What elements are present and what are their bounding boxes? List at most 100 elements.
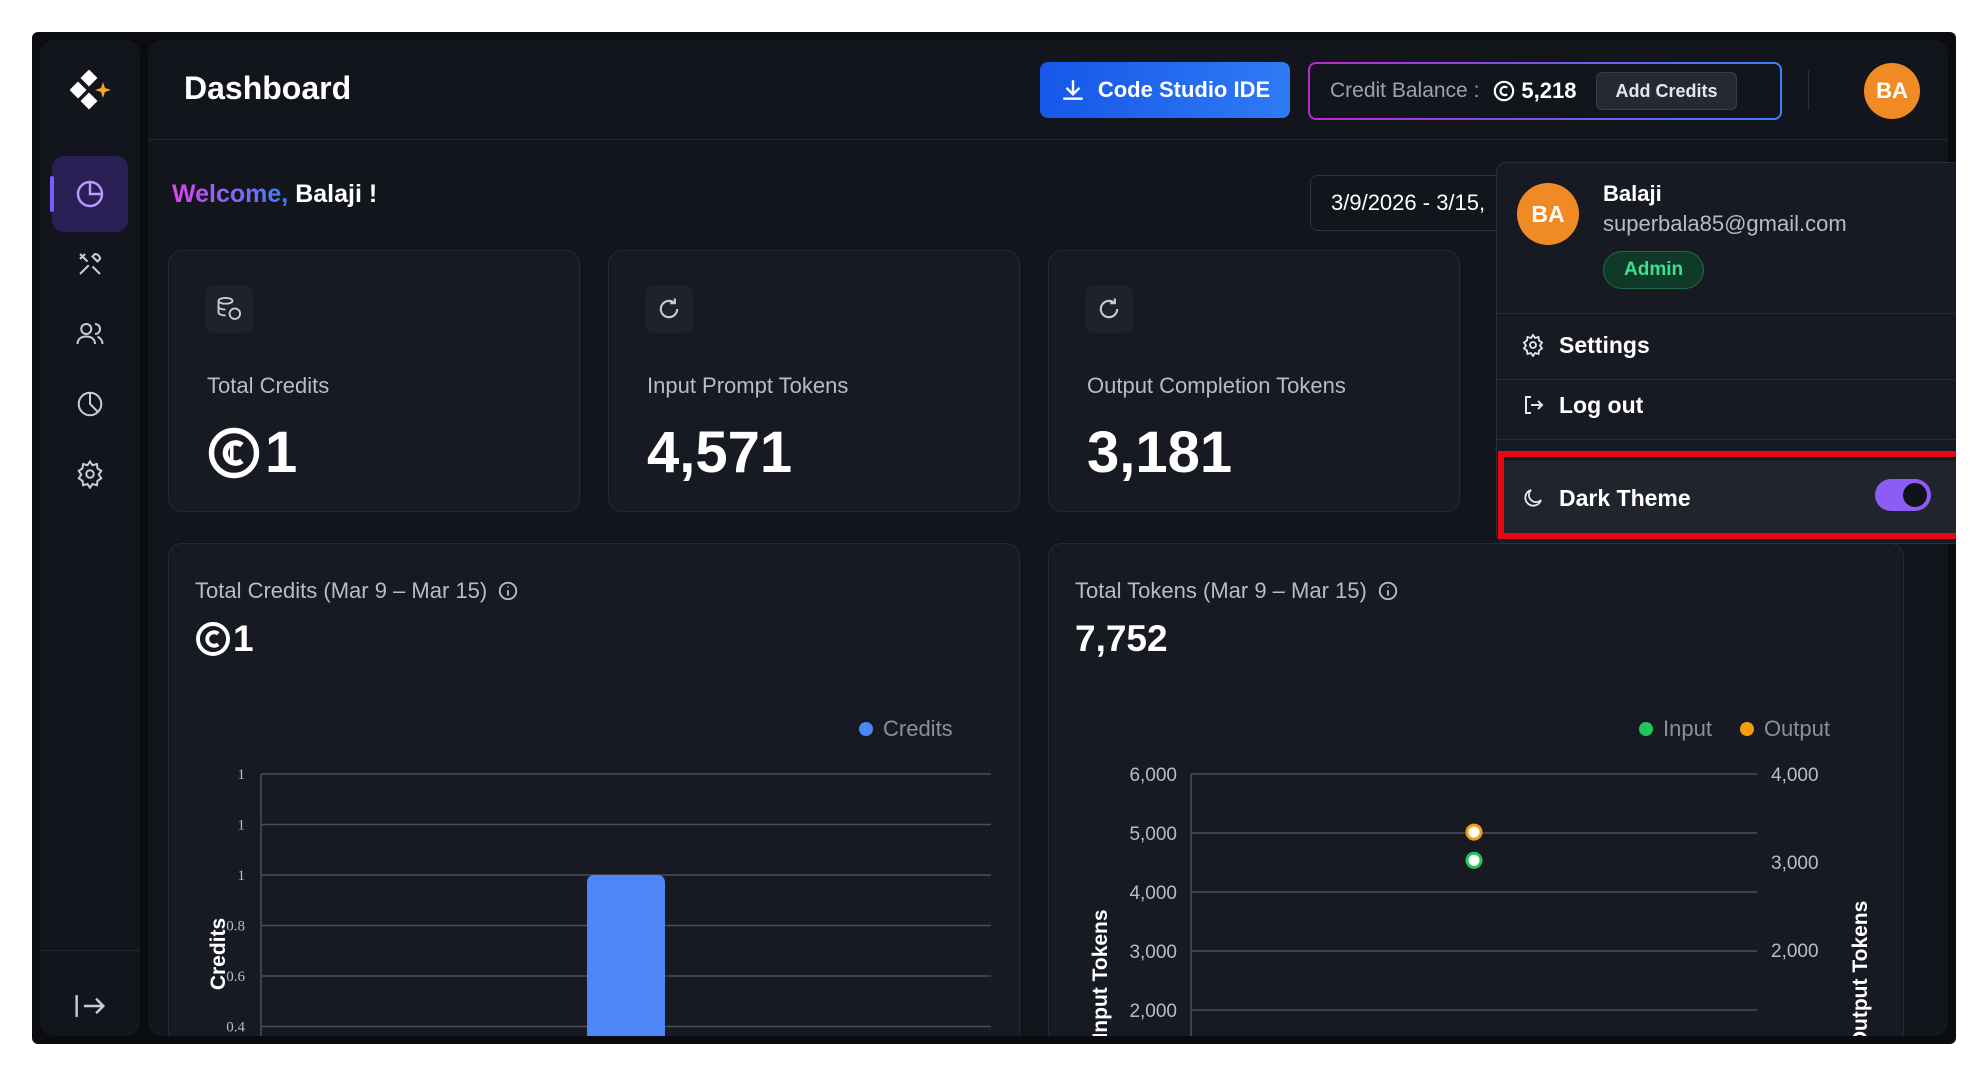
top-header: Dashboard Code Studio IDE Credit Balance…: [148, 40, 1948, 140]
y-tick-label: 4,000: [1129, 883, 1177, 904]
welcome-message: Welcome, Balaji !: [172, 180, 377, 209]
y-tick-label: 0.4: [226, 1020, 245, 1036]
credits-chart-card: Total Credits (Mar 9 – Mar 15) 1 Credits…: [168, 543, 1020, 1036]
code-studio-ide-label: Code Studio IDE: [1097, 77, 1271, 102]
point-input[interactable]: [1465, 851, 1483, 869]
dropdown-avatar: BA: [1517, 183, 1579, 245]
sidebar-item-settings[interactable]: [52, 436, 128, 512]
sidebar-divider: [40, 950, 140, 951]
pie-chart-icon: [76, 180, 104, 208]
dropdown-user-name: Balaji: [1603, 181, 1662, 206]
credit-balance-number: 5,218: [1521, 78, 1577, 103]
y2-axis-label: Output Tokens: [1849, 901, 1872, 1036]
info-icon[interactable]: [1377, 580, 1399, 602]
y2-tick-label: 3,000: [1771, 853, 1819, 874]
header-divider: [1808, 70, 1809, 110]
tools-icon: [79, 252, 102, 275]
y-tick-label: 1: [238, 818, 246, 834]
logout-icon: [1525, 396, 1544, 414]
credit-coin-icon: [196, 622, 230, 656]
dark-theme-toggle[interactable]: [1875, 479, 1931, 511]
highlight-box: [1498, 451, 1956, 539]
users-icon: [76, 323, 104, 345]
dropdown-divider: [1497, 439, 1956, 440]
dropdown-item-label: Settings: [1559, 331, 1650, 358]
y2-tick-label: 4,000: [1771, 765, 1819, 786]
chart-legend: Credits: [859, 716, 953, 742]
moon-icon: [1524, 489, 1542, 507]
dropdown-divider: [1497, 313, 1956, 314]
stat-value-number: 1: [265, 420, 298, 485]
stat-card-output-tokens: Output Completion Tokens 3,181: [1048, 250, 1460, 512]
sidebar-item-dashboard[interactable]: [50, 156, 128, 232]
legend-item-input[interactable]: Input: [1639, 716, 1712, 742]
app-window: Dashboard Code Studio IDE Credit Balance…: [32, 32, 1956, 1044]
y-tick-label: 1: [238, 767, 246, 783]
sidebar-item-tools[interactable]: [52, 226, 128, 302]
tokens-chart-card: Total Tokens (Mar 9 – Mar 15) 7,752 Inpu…: [1048, 543, 1904, 1036]
y-tick-label: 6,000: [1129, 765, 1177, 786]
dropdown-user-email: superbala85@gmail.com: [1603, 211, 1847, 236]
sidebar-item-analytics[interactable]: [52, 366, 128, 442]
y-axis-label: Input Tokens: [1089, 909, 1112, 1036]
chart-total-value: 1: [233, 618, 254, 659]
chart-total: 1: [195, 618, 254, 660]
credit-balance-label: Credit Balance :: [1330, 79, 1480, 102]
point-output[interactable]: [1465, 823, 1483, 841]
y2-tick-label: 2,000: [1771, 941, 1819, 962]
dropdown-item-logout[interactable]: Log out: [1521, 385, 1643, 425]
welcome-greeting: Welcome,: [172, 180, 289, 208]
stat-card-total-credits: Total Credits 1: [168, 250, 580, 512]
chart-title: Total Tokens (Mar 9 – Mar 15): [1075, 578, 1399, 604]
credit-coin-icon: [208, 427, 260, 478]
stat-value: 4,571: [647, 420, 793, 485]
add-credits-button[interactable]: Add Credits: [1596, 72, 1737, 110]
chart-title: Total Credits (Mar 9 – Mar 15): [195, 578, 519, 604]
dropdown-item-label: Dark Theme: [1559, 484, 1691, 511]
chart-total-value: 7,752: [1075, 618, 1168, 659]
welcome-name: Balaji !: [295, 180, 378, 208]
dropdown-item-label: Log out: [1559, 391, 1644, 418]
legend-item-output[interactable]: Output: [1739, 716, 1830, 742]
sidebar-item-users[interactable]: [52, 296, 128, 372]
credit-coin-icon: [1494, 80, 1515, 102]
y-tick-label: 2,000: [1129, 1001, 1177, 1022]
dropdown-item-dark-theme[interactable]: Dark Theme: [1503, 461, 1956, 535]
dropdown-item-settings[interactable]: Settings: [1521, 325, 1650, 365]
gear-icon: [77, 459, 103, 489]
y-tick-label: 0.6: [226, 969, 245, 985]
chart-total: 7,752: [1075, 618, 1168, 660]
stat-value: 1: [207, 419, 297, 486]
tokens-scatter-chart: 6,000 5,000 4,000 3,000 2,000 4,000 3,000 2,000…: [1089, 765, 1872, 1036]
y-tick-label: 1: [238, 868, 246, 884]
logout-icon: [75, 995, 106, 1017]
sidebar: [40, 40, 140, 1036]
stat-label: Output Completion Tokens: [1087, 373, 1346, 398]
stat-card-input-tokens: Input Prompt Tokens 4,571: [608, 250, 1020, 512]
code-studio-ide-button[interactable]: Code Studio IDE: [1040, 62, 1290, 118]
credits-bar-chart: 1 1 1 0.8 0.6 0.4 Credits: [207, 767, 991, 1036]
credit-balance-box: Credit Balance : 5,218 Add Credits: [1308, 62, 1782, 120]
credit-balance-value: 5,218: [1493, 78, 1576, 104]
sidebar-logout-button[interactable]: [52, 968, 128, 1044]
y-axis-label: Credits: [207, 918, 230, 990]
chart-title-text: Total Credits (Mar 9 – Mar 15): [195, 578, 488, 603]
chart-title-text: Total Tokens (Mar 9 – Mar 15): [1075, 578, 1367, 603]
bar-credits[interactable]: [587, 875, 665, 1036]
page-title: Dashboard: [184, 70, 352, 106]
chart-legend: Input Output: [1639, 716, 1830, 742]
download-icon: [1063, 80, 1083, 100]
role-badge: Admin: [1603, 251, 1705, 289]
info-icon[interactable]: [497, 580, 519, 602]
user-avatar[interactable]: BA: [1864, 63, 1920, 119]
brand-logo-icon: [70, 70, 111, 110]
stat-label: Total Credits: [207, 373, 330, 398]
y-tick-label: 0.8: [226, 919, 245, 935]
stat-label: Input Prompt Tokens: [647, 373, 849, 398]
y-tick-label: 3,000: [1129, 942, 1177, 963]
pie-chart-icon: [77, 391, 103, 417]
refresh-icon: [645, 285, 693, 333]
gear-icon: [1522, 333, 1544, 357]
user-dropdown-menu: BA Balaji superbala85@gmail.com Admin Se…: [1496, 162, 1956, 544]
legend-item-credits[interactable]: Credits: [859, 716, 953, 742]
